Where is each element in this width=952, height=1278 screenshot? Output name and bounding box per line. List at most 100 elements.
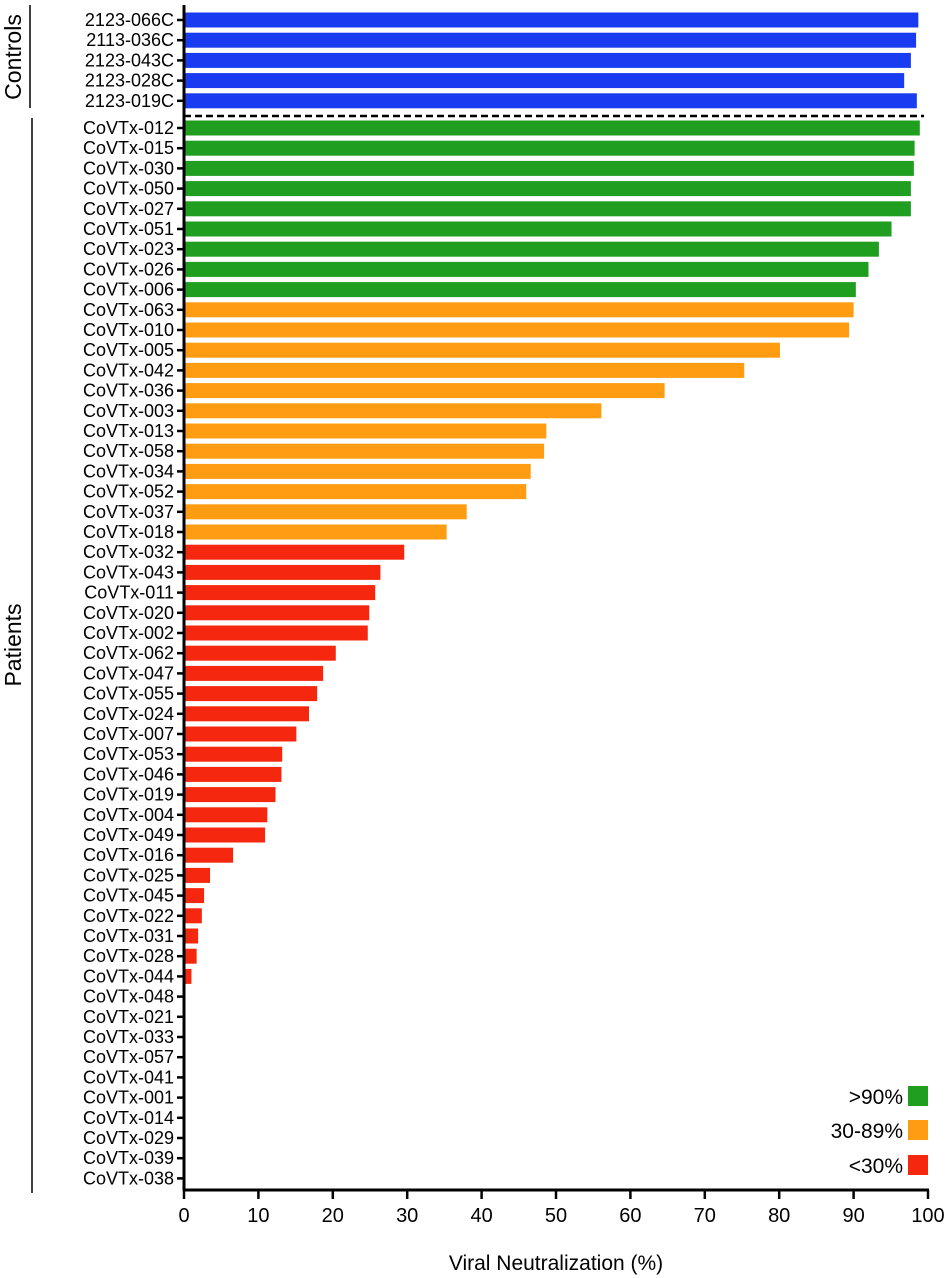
y-tick-label: CoVTx-044	[83, 966, 174, 986]
x-tick-label: 90	[842, 1205, 864, 1227]
y-tick-label: CoVTx-027	[83, 199, 174, 219]
bar	[184, 342, 780, 358]
bar	[184, 403, 602, 419]
y-tick-label: CoVTx-022	[83, 906, 174, 926]
y-tick-label: CoVTx-036	[83, 381, 174, 401]
x-tick-label: 80	[768, 1205, 790, 1227]
bar	[184, 362, 745, 378]
bar	[184, 686, 318, 702]
y-tick-label: CoVTx-020	[83, 603, 174, 623]
y-tick-label: CoVTx-011	[84, 583, 174, 603]
y-tick-label: CoVTx-033	[83, 1027, 174, 1047]
bar	[184, 625, 368, 641]
bar	[184, 524, 447, 540]
y-tick-label: CoVTx-052	[83, 482, 174, 502]
bar	[184, 746, 283, 762]
bar	[184, 928, 199, 944]
y-tick-label: CoVTx-019	[83, 785, 174, 805]
y-tick-label: 2123-019C	[85, 91, 174, 111]
y-tick-label: CoVTx-025	[83, 865, 174, 885]
bar	[184, 787, 276, 803]
x-tick-label: 60	[619, 1205, 641, 1227]
bar	[184, 241, 879, 257]
x-tick-label: 10	[247, 1205, 269, 1227]
y-tick-label: CoVTx-014	[83, 1108, 174, 1128]
y-tick-label: CoVTx-045	[83, 886, 174, 906]
patients-group-label: Patients	[0, 603, 26, 686]
bar	[184, 827, 266, 843]
y-tick-label: CoVTx-028	[83, 946, 174, 966]
legend-label: <30%	[849, 1155, 903, 1178]
bar	[184, 544, 405, 560]
bar	[184, 32, 917, 48]
y-tick-label: CoVTx-016	[83, 845, 174, 865]
y-tick-label: CoVTx-023	[83, 239, 174, 259]
bar	[184, 807, 268, 823]
bar	[184, 888, 205, 904]
y-tick-label: CoVTx-032	[83, 542, 174, 562]
y-tick-label: CoVTx-062	[83, 643, 174, 663]
y-tick-label: CoVTx-037	[83, 502, 174, 522]
y-tick-label: CoVTx-002	[83, 623, 174, 643]
y-tick-label: CoVTx-021	[83, 1007, 174, 1027]
bar	[184, 160, 914, 176]
y-tick-label: CoVTx-029	[83, 1128, 174, 1148]
bar	[184, 181, 911, 197]
bar	[184, 140, 915, 156]
y-tick-label: CoVTx-024	[83, 704, 174, 724]
y-tick-label: 2113-036C	[86, 30, 174, 50]
bar	[184, 766, 282, 782]
y-tick-label: CoVTx-053	[83, 744, 174, 764]
bar	[184, 322, 850, 338]
y-tick-label: 2123-043C	[85, 50, 174, 70]
legend-label: >90%	[849, 1086, 903, 1109]
bar	[184, 12, 919, 28]
legend-swatch	[908, 1086, 928, 1106]
y-tick-label: CoVTx-047	[83, 663, 174, 683]
y-tick-label: CoVTx-038	[83, 1168, 174, 1188]
y-tick-label: CoVTx-041	[83, 1067, 174, 1087]
y-tick-label: CoVTx-030	[83, 158, 174, 178]
y-tick-label: CoVTx-043	[83, 562, 174, 582]
y-tick-label: CoVTx-048	[83, 987, 174, 1007]
y-tick-label: CoVTx-055	[83, 684, 174, 704]
y-tick-label: CoVTx-010	[83, 320, 174, 340]
y-tick-label: CoVTx-039	[83, 1148, 174, 1168]
legend-swatch	[908, 1120, 928, 1140]
y-tick-label: CoVTx-026	[83, 259, 174, 279]
y-tick-label: CoVTx-049	[83, 825, 174, 845]
bar	[184, 383, 665, 399]
bar	[184, 221, 892, 237]
bar	[184, 847, 234, 863]
y-tick-label: CoVTx-004	[83, 805, 174, 825]
bar	[184, 948, 197, 964]
bar	[184, 73, 905, 89]
x-tick-label: 50	[545, 1205, 567, 1227]
bar	[184, 867, 211, 883]
x-tick-label: 20	[322, 1205, 344, 1227]
y-tick-label: CoVTx-018	[83, 522, 174, 542]
bar	[184, 201, 911, 217]
controls-group-label: Controls	[0, 14, 26, 100]
y-tick-label: CoVTx-005	[83, 340, 174, 360]
y-tick-label: CoVTx-006	[83, 280, 174, 300]
bar	[184, 443, 545, 459]
legend-swatch	[908, 1155, 928, 1175]
x-axis-title: Viral Neutralization (%)	[449, 1252, 663, 1275]
bar	[184, 706, 309, 722]
x-tick-label: 0	[178, 1205, 189, 1227]
bar	[184, 585, 376, 601]
bar	[184, 605, 370, 621]
x-tick-label: 70	[694, 1205, 716, 1227]
bar	[184, 484, 527, 500]
y-tick-label: CoVTx-034	[83, 461, 174, 481]
y-tick-label: CoVTx-046	[83, 764, 174, 784]
y-tick-label: CoVTx-042	[83, 360, 174, 380]
bar	[184, 93, 917, 109]
bar	[184, 261, 869, 277]
y-tick-label: 2123-066C	[85, 10, 174, 30]
bar	[184, 302, 854, 318]
bar	[184, 52, 911, 68]
bar	[184, 645, 336, 661]
